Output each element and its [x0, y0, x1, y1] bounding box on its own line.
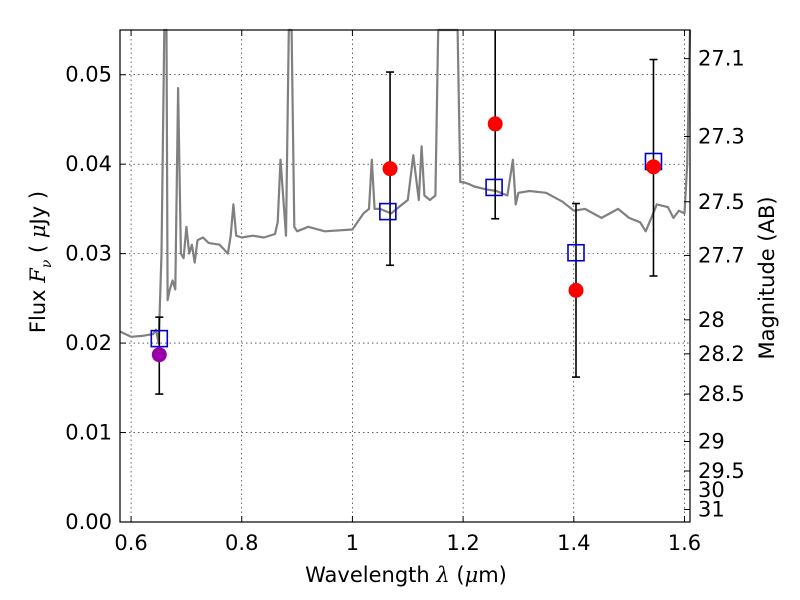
x-tick-label: 1.6: [668, 531, 701, 555]
y-tick-label: 0.04: [65, 152, 112, 176]
y2-tick-label: 28: [698, 308, 725, 332]
y-axis-label: Flux Fν ( μJy ): [26, 191, 55, 333]
grid: [120, 30, 690, 523]
y2-tick-label: 31: [698, 497, 725, 521]
observed-flux-point: [645, 159, 661, 175]
y-tick-label: 0.01: [65, 421, 112, 445]
model-photometry-square: [567, 243, 585, 262]
model-photometry-square: [485, 178, 503, 197]
observed-flux-point: [487, 116, 503, 132]
y-tick-label: 0.03: [65, 242, 112, 266]
model-spectrum-line: [119, 28, 692, 345]
model-photometry-square: [150, 329, 169, 348]
label-layer: Wavelength λ (μm) Flux Fν ( μJy ) Magnit…: [26, 191, 779, 587]
y2-axis-label: Magnitude (AB): [755, 196, 779, 359]
y2-tick-label: 29.5: [698, 459, 745, 483]
tick-layer: 0.6 0.8 1 1.2 1.4 1.6 0.00 0.01 0.02 0.03 0.04 0.05…: [65, 30, 745, 555]
plot-frame: [119, 29, 691, 523]
x-tick-label: 0.8: [225, 531, 258, 555]
errorbar-layer: [155, 30, 658, 395]
x-tick-label: 1.4: [557, 531, 590, 555]
y-tick-label: 0.00: [65, 510, 112, 534]
model-spectrum-layer: [119, 28, 692, 345]
y2-tick-label: 30: [698, 478, 725, 502]
marker-layer: [150, 116, 663, 363]
x-axis-label: Wavelength λ (μm): [305, 563, 507, 587]
y2-tick-label: 27.1: [698, 47, 745, 71]
y-tick-label: 0.05: [65, 63, 112, 87]
y2-tick-label: 28.2: [698, 342, 745, 366]
y-tick-label: 0.02: [65, 331, 112, 355]
observed-flux-point: [382, 161, 398, 177]
y2-tick-label: 27.5: [698, 190, 745, 214]
observed-flux-point: [151, 347, 167, 363]
x-tick-label: 1.2: [446, 531, 479, 555]
x-tick-label: 1: [346, 531, 359, 555]
x-tick-label: 0.6: [114, 531, 147, 555]
y2-tick-label: 27.3: [698, 124, 745, 148]
y2-tick-label: 28.5: [698, 382, 745, 406]
model-photometry-square: [379, 202, 397, 221]
y2-tick-label: 29: [698, 429, 725, 453]
y2-tick-label: 27.7: [698, 243, 745, 267]
observed-flux-point: [568, 282, 584, 298]
